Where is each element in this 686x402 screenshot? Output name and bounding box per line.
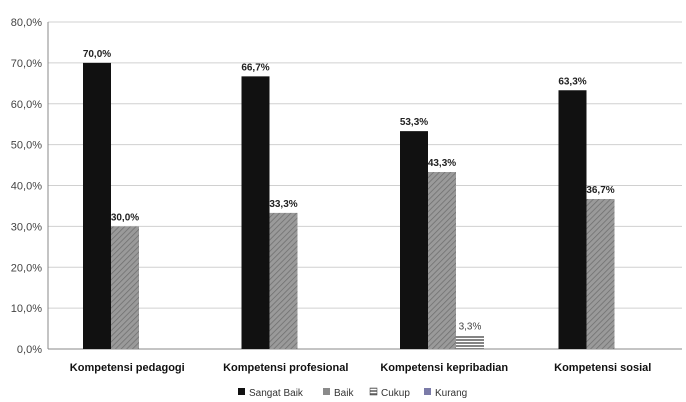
category-label: Kompetensi kepribadian xyxy=(380,362,508,374)
x-axis-categories: Kompetensi pedagogi Kompetensi profesiona… xyxy=(70,362,652,374)
legend-swatch-sangat-baik xyxy=(238,388,245,395)
y-tick-label: 80,0% xyxy=(11,17,42,29)
category-label: Kompetensi profesional xyxy=(223,362,348,374)
data-label-baik: 43,3% xyxy=(428,158,456,169)
y-tick-label: 30,0% xyxy=(11,221,42,233)
bar-cukup xyxy=(456,335,484,349)
y-tick-label: 10,0% xyxy=(11,303,42,315)
bar-baik xyxy=(586,198,615,349)
data-label-baik: 36,7% xyxy=(586,185,614,196)
bar-baik xyxy=(269,212,298,349)
y-tick-label: 40,0% xyxy=(11,181,42,193)
legend-label-cukup: Cukup xyxy=(381,388,410,399)
y-axis: 0,0% 10,0% 20,0% 30,0% 40,0% 50,0% 60,0% 70,0% 8… xyxy=(11,17,49,356)
bar-baik xyxy=(428,172,456,349)
y-tick-label: 0,0% xyxy=(17,344,42,356)
bars xyxy=(83,62,615,350)
bar-sangat-baik xyxy=(241,76,270,350)
legend-swatch-kurang xyxy=(424,388,431,395)
data-labels: 70,0% 30,0% 66,7% 33,3% 53,3% 43,3% 3,3% 63,3% 3… xyxy=(83,49,615,333)
legend-label-kurang: Kurang xyxy=(435,388,467,399)
bar-sangat-baik xyxy=(83,62,111,349)
bar-sangat-baik xyxy=(558,90,587,349)
legend-swatch-cukup xyxy=(369,387,378,396)
bar-baik xyxy=(111,226,139,349)
y-tick-label: 50,0% xyxy=(11,140,42,152)
y-tick-label: 70,0% xyxy=(11,58,42,70)
y-tick-label: 60,0% xyxy=(11,99,42,111)
legend-swatch-baik xyxy=(323,388,330,395)
data-label-sangat-baik: 70,0% xyxy=(83,49,111,60)
legend: Sangat Baik Baik Cukup Kurang xyxy=(238,387,467,399)
gridlines xyxy=(48,21,682,350)
legend-label-baik: Baik xyxy=(334,388,354,399)
category-label: Kompetensi pedagogi xyxy=(70,362,185,374)
legend-label-sangat-baik: Sangat Baik xyxy=(249,388,304,399)
data-label-sangat-baik: 63,3% xyxy=(558,76,586,87)
data-label-sangat-baik: 53,3% xyxy=(400,117,428,128)
data-label-cukup: 3,3% xyxy=(459,322,482,333)
data-label-sangat-baik: 66,7% xyxy=(241,62,269,73)
y-tick-label: 20,0% xyxy=(11,262,42,274)
data-label-baik: 30,0% xyxy=(111,212,139,223)
bar-sangat-baik xyxy=(400,131,428,349)
data-label-baik: 33,3% xyxy=(269,199,297,210)
category-label: Kompetensi sosial xyxy=(554,362,651,374)
